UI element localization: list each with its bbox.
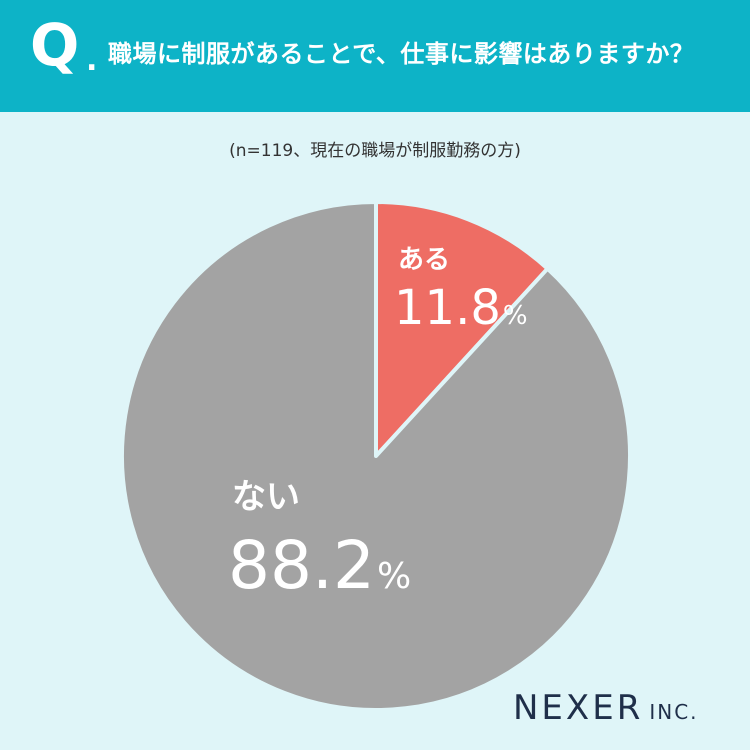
slice-label-aru: ある xyxy=(398,245,450,275)
nexer-logo: NEXER INC. xyxy=(513,688,699,728)
sample-note: (n=119、現在の職場が制服勤務の方) xyxy=(229,141,521,161)
logo-main: NEXER xyxy=(513,688,644,728)
q-mark: Q xyxy=(30,11,80,79)
q-dot: . xyxy=(86,43,98,78)
header-banner: Q . 職場に制服があることで、仕事に影響はありますか？ xyxy=(0,0,750,112)
slice-label-nai: ない xyxy=(232,477,300,517)
pie-slice-nai xyxy=(119,200,632,712)
slice-value-aru: 11.8% xyxy=(394,280,528,336)
slice-value-nai: 88.2% xyxy=(228,527,411,604)
question-title: 職場に制服があることで、仕事に影響はありますか？ xyxy=(108,40,695,68)
pie-slice-aru xyxy=(374,200,550,458)
logo-sub: INC. xyxy=(649,700,699,724)
